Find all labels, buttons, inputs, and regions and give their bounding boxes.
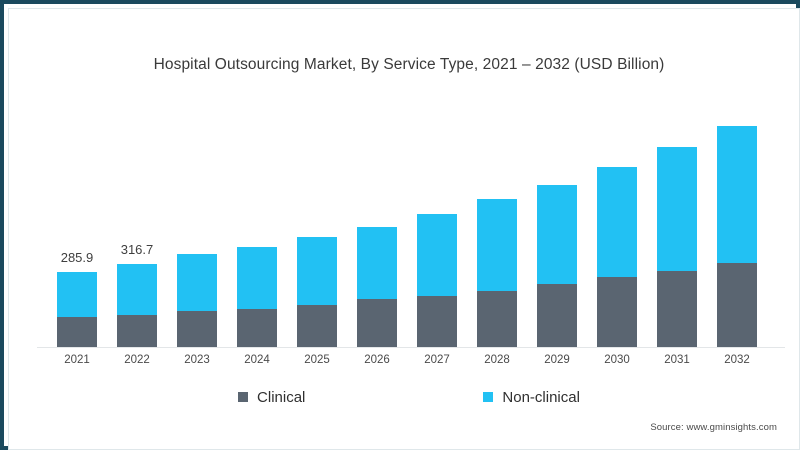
bar-segment-non-clinical-2022[interactable] (117, 263, 157, 315)
bar-column-2025[interactable] (297, 237, 337, 347)
bar-column-2032[interactable] (717, 126, 757, 347)
bar-segment-clinical-2021[interactable] (57, 317, 97, 347)
x-axis-label-2021: 2021 (64, 354, 90, 366)
bar-segment-clinical-2030[interactable] (597, 276, 637, 347)
bar-segment-non-clinical-2021[interactable] (57, 272, 97, 318)
bar-segment-clinical-2027[interactable] (417, 296, 457, 347)
bar-column-2024[interactable] (237, 247, 277, 347)
bar-segment-clinical-2025[interactable] (297, 305, 337, 347)
bar-segment-clinical-2022[interactable] (117, 314, 157, 347)
bar-column-2027[interactable] (417, 214, 457, 347)
bar-segment-non-clinical-2029[interactable] (537, 185, 577, 285)
bar-column-2026[interactable] (357, 227, 397, 347)
legend-item-non-clinical[interactable]: Non-clinical (483, 389, 580, 406)
x-axis-label-2026: 2026 (364, 354, 390, 366)
bar-segment-non-clinical-2030[interactable] (597, 167, 637, 277)
bar-segment-clinical-2032[interactable] (717, 263, 757, 347)
x-axis-label-2029: 2029 (544, 354, 570, 366)
legend-swatch-icon (483, 392, 494, 402)
bar-segment-non-clinical-2025[interactable] (297, 237, 337, 306)
bar-column-2030[interactable] (597, 167, 637, 347)
x-axis-label-2027: 2027 (424, 354, 450, 366)
bar-segment-clinical-2028[interactable] (477, 291, 517, 347)
x-axis-label-2025: 2025 (304, 354, 330, 366)
source-attribution: Source: www.gminsights.com (650, 422, 777, 433)
x-axis-label-2024: 2024 (244, 354, 270, 366)
bar-segment-non-clinical-2028[interactable] (477, 199, 517, 292)
bar-segment-non-clinical-2024[interactable] (237, 247, 277, 309)
x-axis-label-2022: 2022 (124, 354, 150, 366)
x-axis-label-2028: 2028 (484, 354, 510, 366)
chart-title: Hospital Outsourcing Market, By Service … (153, 56, 665, 73)
bar-column-2031[interactable] (657, 147, 697, 347)
chart-canvas: Hospital Outsourcing Market, By Service … (8, 8, 800, 450)
bar-segment-clinical-2023[interactable] (177, 311, 217, 347)
x-axis-label-2030: 2030 (604, 354, 630, 366)
data-label-2022: 316.7 (120, 241, 154, 257)
legend-item-clinical[interactable]: Clinical (238, 389, 305, 406)
bar-segment-non-clinical-2032[interactable] (717, 126, 757, 264)
data-label-2021: 285.9 (60, 250, 94, 265)
bar-column-2022[interactable] (117, 263, 157, 347)
chart-legend: Clinical Non-clinical (9, 389, 800, 406)
bar-column-2028[interactable] (477, 199, 517, 347)
bar-column-2021[interactable] (57, 272, 97, 347)
legend-label: Non-clinical (502, 389, 580, 406)
bar-segment-clinical-2026[interactable] (357, 298, 397, 347)
bar-column-2023[interactable] (177, 254, 217, 347)
x-axis-label-2031: 2031 (664, 354, 690, 366)
x-axis-label-2023: 2023 (184, 354, 210, 366)
bar-segment-clinical-2031[interactable] (657, 270, 697, 347)
legend-swatch-icon (238, 392, 249, 402)
bar-segment-clinical-2029[interactable] (537, 284, 577, 347)
legend-label: Clinical (257, 389, 306, 406)
bar-segment-non-clinical-2031[interactable] (657, 147, 697, 271)
bar-column-2029[interactable] (537, 185, 577, 347)
bar-segment-clinical-2024[interactable] (237, 308, 277, 347)
bar-segment-non-clinical-2023[interactable] (177, 254, 217, 312)
x-axis-line (37, 347, 785, 348)
bar-segment-non-clinical-2027[interactable] (417, 214, 457, 297)
bar-segment-non-clinical-2026[interactable] (357, 227, 397, 299)
x-axis-label-2032: 2032 (724, 354, 750, 366)
